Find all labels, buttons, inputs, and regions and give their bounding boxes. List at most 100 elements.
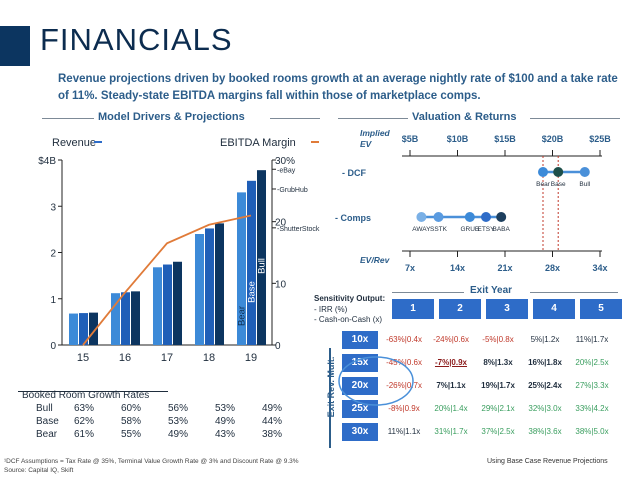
bar-bear-18 [195, 234, 204, 345]
bar-bear-16 [111, 293, 120, 345]
rev-tick-label: 14x [450, 263, 465, 273]
sensitivity-title: Sensitivity Output: [314, 294, 386, 303]
x-tick-label: 18 [203, 352, 215, 364]
growth-cell: 49% [262, 403, 283, 414]
implied-ev-label2: EV [360, 139, 373, 149]
exit-year-rule [392, 292, 464, 293]
sensitivity-cell: 20%|1.4x [434, 404, 468, 413]
ev-tick-label: $10B [447, 134, 469, 144]
mult-axis-rule [329, 348, 331, 448]
bar-base-16 [121, 292, 130, 345]
growth-cell: 63% [74, 403, 95, 414]
exit-mult-label: Exit Rev. Mult. [326, 356, 336, 418]
sensitivity-cell: 33%|4.2x [575, 404, 609, 413]
ev-tick-label: $5B [402, 134, 419, 144]
ev-tick-label: $15B [494, 134, 516, 144]
bar-bull-16 [131, 291, 140, 345]
sensitivity-cell: 37%|2.5x [481, 427, 515, 436]
rev-tick-label: 28x [545, 263, 560, 273]
growth-cell: 61% [74, 429, 95, 440]
legend-revenue: Revenue [52, 137, 96, 149]
mult-header-30x: 30x [342, 423, 378, 441]
legend-ebitda-swatch [311, 141, 319, 143]
dcf-point-base [553, 167, 564, 177]
bar-bear-15 [69, 313, 78, 345]
implied-ev-label: Implied [360, 128, 391, 138]
sensitivity-cell: -7%|0.9x [434, 358, 468, 367]
sensitivity-cell: 32%|3.0x [528, 404, 562, 413]
bar-bull-17 [173, 261, 182, 345]
bar-label-base: Base [247, 281, 258, 303]
sensitivity-cell: 29%|2.1x [481, 404, 515, 413]
comp-point-etsy [481, 212, 491, 222]
sensitivity-cell: 11%|1.7x [575, 335, 609, 344]
bar-label-bull: Bull [257, 258, 268, 274]
sensitivity-cell: -63%|0.4x [386, 335, 422, 344]
comp-point-baba [496, 212, 507, 222]
year-header-1: 1 [392, 299, 434, 319]
growth-row-base: Base 62% 58% 53% 49% 44% [22, 416, 322, 429]
growth-cell: 58% [121, 416, 142, 427]
left-tick-label: 3 [50, 202, 56, 213]
dcf-point-label: Bull [579, 181, 590, 188]
sensitivity-cell: -26%|0.7x [386, 381, 422, 390]
growth-row-label: Base [36, 416, 59, 427]
growth-table-underline [18, 391, 168, 392]
comp-point-label: GRUB [460, 226, 479, 233]
comp-point-away [416, 212, 427, 222]
sensitivity-cell: 16%|1.8x [528, 358, 562, 367]
comp-label-shutterstock: -ShutterStock [277, 226, 320, 233]
sensitivity-cell: 8%|1.3x [483, 358, 513, 367]
growth-cell: 56% [168, 403, 189, 414]
legend-revenue-swatch [94, 141, 102, 143]
left-tick-label: 1 [50, 295, 56, 306]
left-tick-label: $4B [38, 156, 56, 167]
growth-cell: 38% [262, 429, 283, 440]
bar-bull-19 [257, 170, 266, 345]
growth-cell: 43% [215, 429, 236, 440]
comp-label-ebay: -eBay [277, 167, 296, 174]
x-tick-label: 17 [161, 352, 173, 364]
bar-bull-18 [215, 223, 224, 345]
mult-header-20x: 20x [342, 377, 378, 395]
sensitivity-cell: -45%|0.6x [386, 358, 422, 367]
sensitivity-cell: 25%|2.4x [528, 381, 562, 390]
revenue-ebitda-chart: Revenue EBITDA Margin 0 1 2 3 $4B 0 10 20 30%-eB… [38, 137, 320, 364]
ev-tick-label: $25B [589, 134, 611, 144]
rev-tick-label: 34x [592, 263, 607, 273]
page-title: FINANCIALS [40, 22, 233, 57]
right-tick-label: 0 [275, 341, 281, 352]
section-title-left: Model Drivers & Projections [98, 111, 245, 123]
comp-point-label: AWAY [412, 226, 431, 233]
highlight-circle [338, 356, 414, 406]
x-tick-label: 15 [77, 352, 89, 364]
year-header-5: 5 [580, 299, 622, 319]
x-tick-label: 19 [245, 352, 257, 364]
sensitivity-cell: -8%|0.9x [388, 404, 420, 413]
comp-point-label: SSTK [430, 226, 448, 233]
comp-point-sstk [433, 212, 444, 222]
growth-cell: 62% [74, 416, 95, 427]
dcf-point-bear [538, 167, 548, 177]
section-rule [530, 118, 620, 119]
sensitivity-cell: 19%|1.7x [481, 381, 515, 390]
dcf-point-bull [579, 167, 590, 177]
growth-cell: 53% [168, 416, 189, 427]
sensitivity-cell: 38%|3.6x [528, 427, 562, 436]
sensitivity-cell: -5%|0.8x [482, 335, 514, 344]
comp-point-label: ETSY [478, 226, 496, 233]
comp-label-grubhub: -GrubHub [277, 187, 308, 194]
right-tick-label: 10 [275, 279, 287, 290]
ev-tick-label: $20B [542, 134, 564, 144]
mult-header-10x: 10x [342, 331, 378, 349]
sensitivity-cell: 20%|2.5x [575, 358, 609, 367]
growth-cell: 53% [215, 403, 236, 414]
comp-point-grub [464, 212, 475, 222]
growth-row-label: Bear [36, 429, 58, 440]
bar-bear-19 [237, 192, 246, 345]
sensitivity-line-irr: - IRR (%) [314, 305, 348, 314]
growth-cell: 55% [121, 429, 142, 440]
exit-year-rule [530, 292, 618, 293]
sensitivity-cell: 27%|3.3x [575, 381, 609, 390]
year-header-2: 2 [439, 299, 481, 319]
